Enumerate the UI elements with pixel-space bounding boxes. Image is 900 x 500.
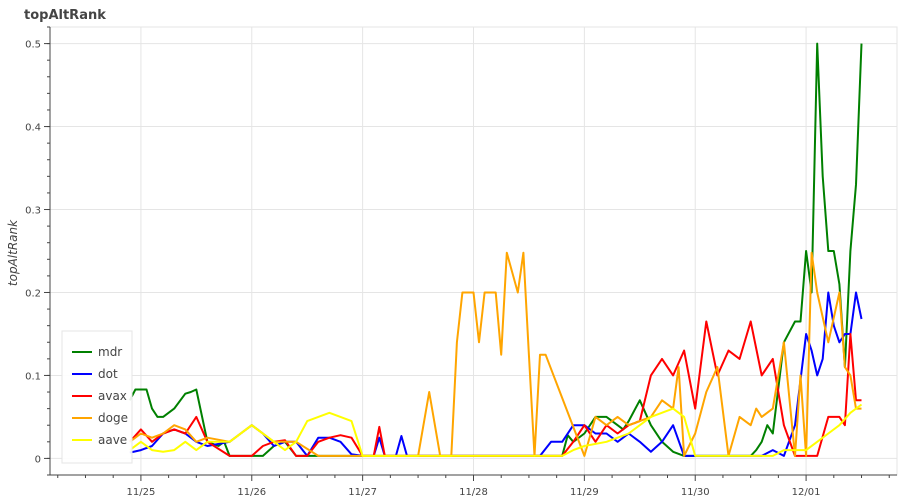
x-tick-label: 11/28 bbox=[459, 487, 488, 498]
y-tick-label: 0.1 bbox=[25, 371, 41, 382]
legend-label-avax: avax bbox=[98, 389, 127, 403]
series-line-aave bbox=[129, 403, 863, 457]
x-tick-label: 11/25 bbox=[126, 487, 155, 498]
y-tick-label: 0.3 bbox=[25, 206, 41, 217]
x-tick-label: 11/27 bbox=[348, 487, 377, 498]
x-tick-label: 11/26 bbox=[237, 487, 266, 498]
y-tick-label: 0.2 bbox=[25, 288, 41, 299]
series-line-avax bbox=[129, 320, 862, 457]
axes bbox=[44, 26, 897, 481]
y-axis-label: topAltRank bbox=[6, 219, 20, 286]
y-tick-labels: 0 0.1 0.2 0.3 0.4 0.5 bbox=[25, 40, 41, 466]
series-line-doge bbox=[129, 251, 862, 457]
y-tick-label: 0 bbox=[35, 454, 41, 465]
y-tick-label: 0.5 bbox=[25, 40, 41, 51]
chart-title: topAltRank bbox=[24, 8, 106, 23]
x-tick-label: 11/30 bbox=[681, 487, 710, 498]
legend-label-doge: doge bbox=[98, 411, 128, 425]
series-line-mdr bbox=[128, 42, 863, 457]
legend-label-mdr: mdr bbox=[98, 345, 122, 359]
legend-label-dot: dot bbox=[98, 367, 118, 381]
series-lines bbox=[128, 42, 863, 457]
y-tick-label: 0.4 bbox=[25, 123, 41, 134]
legend-label-aave: aave bbox=[98, 433, 127, 447]
x-tick-labels: 11/25 11/26 11/27 11/28 11/29 11/30 12/01 bbox=[126, 487, 820, 498]
legend: mdr dot avax doge aave bbox=[61, 330, 133, 464]
x-tick-label: 12/01 bbox=[792, 487, 821, 498]
x-tick-label: 11/29 bbox=[570, 487, 599, 498]
